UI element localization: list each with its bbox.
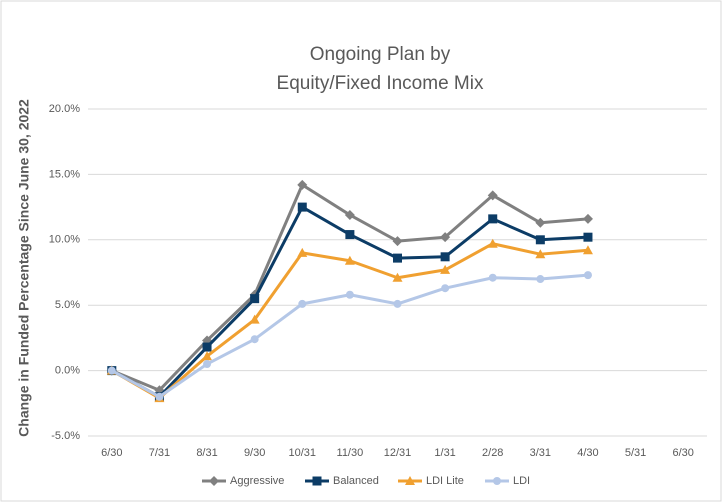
marker — [582, 213, 593, 224]
x-tick-label: 1/31 — [434, 447, 455, 459]
marker — [345, 290, 354, 299]
marker — [393, 253, 402, 263]
y-tick-label: 0.0% — [55, 365, 80, 377]
x-tick-label: 7/31 — [149, 447, 170, 459]
marker — [487, 238, 498, 248]
marker — [440, 232, 451, 243]
x-tick-label: 11/30 — [337, 447, 364, 459]
marker — [298, 299, 307, 308]
marker — [441, 284, 450, 293]
x-tick-label: 12/31 — [384, 447, 412, 459]
marker — [155, 392, 164, 401]
x-tick-label: 6/30 — [672, 447, 693, 459]
marker — [107, 366, 116, 375]
marker — [583, 232, 593, 242]
marker — [345, 230, 355, 240]
marker — [487, 190, 498, 201]
marker — [392, 272, 403, 282]
marker — [203, 360, 212, 369]
marker — [202, 342, 212, 352]
marker — [250, 294, 260, 304]
legend-marker — [405, 476, 415, 485]
legend-marker — [312, 476, 322, 486]
x-tick-label: 10/31 — [289, 447, 317, 459]
x-tick-label: 6/30 — [101, 447, 122, 459]
chart-title: Equity/Fixed Income Mix — [277, 73, 484, 94]
marker — [488, 214, 498, 224]
legend-label: LDI Lite — [426, 475, 464, 487]
marker — [297, 247, 308, 257]
x-tick-label: 2/28 — [482, 447, 503, 459]
legend-label: Balanced — [333, 475, 379, 487]
x-tick-label: 5/31 — [625, 447, 646, 459]
y-tick-label: 5.0% — [55, 299, 80, 311]
legend-marker — [493, 477, 501, 485]
marker — [202, 351, 213, 361]
marker — [344, 255, 355, 265]
y-tick-label: -5.0% — [51, 430, 80, 442]
marker — [392, 236, 403, 247]
x-tick-label: 8/31 — [196, 447, 217, 459]
marker — [297, 179, 308, 190]
x-tick-label: 9/30 — [244, 447, 265, 459]
marker — [583, 271, 592, 280]
marker — [582, 245, 593, 255]
marker — [535, 217, 546, 228]
legend-marker — [209, 476, 219, 486]
marker — [249, 314, 260, 324]
marker — [344, 209, 355, 220]
y-axis-label: Change in Funded Percentage Since June 3… — [16, 99, 32, 437]
x-tick-label: 4/30 — [577, 447, 598, 459]
marker — [393, 299, 402, 308]
y-tick-label: 20.0% — [49, 103, 80, 115]
marker — [250, 335, 259, 344]
y-tick-label: 10.0% — [49, 234, 80, 246]
marker — [297, 202, 307, 212]
marker — [440, 252, 450, 262]
marker — [535, 249, 546, 259]
marker — [535, 235, 545, 245]
legend-label: Aggressive — [230, 475, 284, 487]
x-tick-label: 3/31 — [530, 447, 551, 459]
marker — [536, 275, 545, 284]
legend-label: LDI — [513, 475, 530, 487]
chart-title: Ongoing Plan by — [310, 44, 451, 65]
y-tick-label: 15.0% — [49, 168, 80, 180]
marker — [440, 264, 451, 274]
marker — [488, 273, 497, 282]
